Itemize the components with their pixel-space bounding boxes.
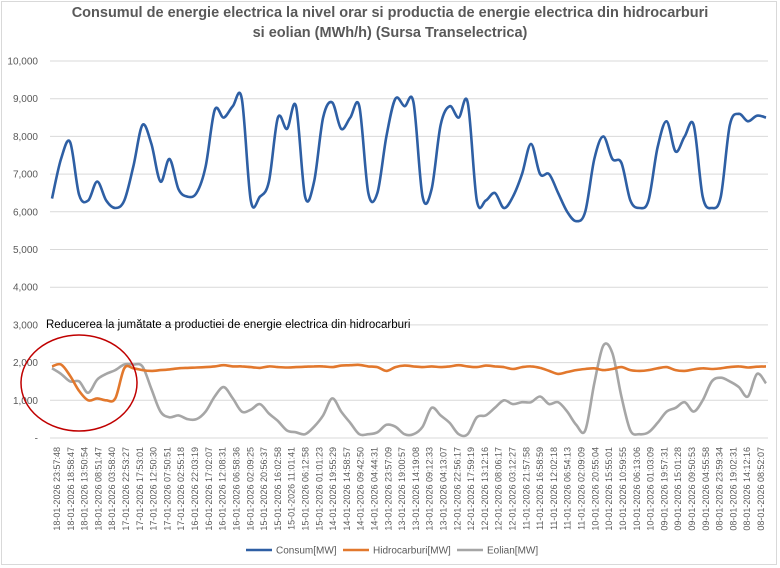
x-tick-label: 09-01-2026 19:57:31 [659, 447, 669, 531]
x-tick-label: 10-01-2026 01:03:09 [646, 447, 656, 531]
x-tick-label: 14-01-2026 04:44:31 [369, 447, 379, 531]
y-tick-label: 10,000 [7, 57, 38, 68]
y-tick-label: 8,000 [13, 132, 38, 143]
x-tick-label: 17-01-2026 12:50:30 [149, 447, 159, 531]
x-tick-label: 11-01-2026 16:58:59 [535, 447, 545, 530]
series-line-0 [50, 91, 767, 223]
x-tick-label: 18-01-2026 03:58:40 [107, 447, 117, 531]
x-tick-label: 15-01-2026 01:01:23 [314, 447, 324, 531]
x-tick-label: 16-01-2026 17:02:07 [204, 447, 214, 531]
x-tick-label: 14-01-2026 19:55:29 [328, 447, 338, 531]
chart-title-line-2: si eolian (MWh/h) (Sursa Transelectrica) [253, 25, 528, 41]
x-tick-label: 12-01-2026 17:59:19 [466, 447, 476, 531]
x-tick-label: 16-01-2026 12:08:31 [218, 447, 228, 531]
x-tick-label: 16-01-2026 06:58:36 [231, 447, 241, 531]
x-tick-label: 18-01-2026 13:50:54 [80, 447, 90, 531]
y-tick-label: 5,000 [13, 245, 38, 256]
x-tick-label: 15-01-2026 11:01:41 [287, 447, 297, 530]
x-tick-label: 10-01-2026 06:13:06 [632, 447, 642, 531]
x-tick-label: 17-01-2026 07:50:51 [162, 447, 172, 531]
x-tick-label: 08-01-2026 08:52:07 [756, 447, 766, 531]
x-tick-label: 16-01-2026 02:09:25 [245, 447, 255, 531]
legend-label-0: Consum[MW] [276, 546, 337, 557]
x-tick-label: 12-01-2026 13:12:16 [480, 447, 490, 531]
x-tick-label: 09-01-2026 15:01:28 [673, 447, 683, 531]
x-tick-label: 13-01-2026 23:57:09 [383, 447, 393, 531]
x-tick-label: 12-01-2026 08:06:17 [494, 447, 504, 531]
y-tick-label: - [35, 434, 38, 445]
series-line-1 [51, 362, 767, 403]
x-tick-label: 15-01-2026 06:12:58 [300, 447, 310, 531]
x-tick-label: 08-01-2026 19:02:31 [728, 447, 738, 531]
y-tick-label: 6,000 [13, 207, 38, 218]
x-tick-label: 10-01-2026 20:55:04 [590, 447, 600, 531]
series-line-2 [51, 342, 768, 438]
x-tick-label: 16-01-2026 22:03:19 [190, 447, 200, 531]
x-tick-label: 13-01-2026 14:19:08 [411, 447, 421, 531]
x-tick-label: 10-01-2026 15:55:01 [604, 447, 614, 531]
x-tick-label: 14-01-2026 14:58:57 [342, 447, 352, 531]
y-tick-label: 3,000 [13, 320, 38, 331]
x-tick-label: 09-01-2026 04:55:58 [701, 447, 711, 531]
x-tick-label: 14-01-2026 09:42:50 [356, 447, 366, 531]
x-axis-ticks: 18-01-2026 23:57:48 18-01-2026 18:58:47 18… [52, 447, 766, 531]
x-tick-label: 13-01-2026 09:12:33 [425, 447, 435, 531]
x-tick-label: 13-01-2026 19:00:57 [397, 447, 407, 531]
highlight-ellipse [20, 334, 138, 432]
x-tick-label: 12-01-2026 22:56:17 [452, 447, 462, 531]
legend-label-1: Hidrocarburi[MW] [373, 546, 451, 557]
x-tick-label: 15-01-2026 16:02:58 [273, 447, 283, 531]
x-tick-label: 18-01-2026 23:57:48 [52, 447, 62, 531]
x-tick-label: 11-01-2026 21:57:58 [521, 447, 531, 530]
x-tick-label: 17-01-2026 22:53:27 [121, 447, 131, 531]
x-tick-label: 17-01-2026 17:53:01 [135, 447, 145, 531]
y-tick-label: 9,000 [13, 94, 38, 105]
chart-title-line-1: Consumul de energie electrica la nivel o… [72, 5, 709, 21]
x-tick-label: 13-01-2026 04:13:07 [439, 447, 449, 531]
series-lines [50, 91, 768, 438]
y-tick-label: 7,000 [13, 170, 38, 181]
x-tick-label: 11-01-2026 02:09:09 [577, 447, 587, 530]
x-tick-label: 11-01-2026 06:54:13 [563, 447, 573, 530]
x-tick-label: 18-01-2026 08:51:47 [93, 447, 103, 531]
x-tick-label: 12-01-2026 03:12:27 [508, 447, 518, 531]
x-tick-label: 09-01-2026 09:50:53 [687, 447, 697, 531]
gridlines [50, 60, 768, 439]
x-tick-label: 15-01-2026 20:56:37 [259, 447, 269, 531]
legend-label-2: Eolian[MW] [487, 546, 538, 557]
x-tick-label: 18-01-2026 18:58:47 [66, 447, 76, 531]
x-tick-label: 08-01-2026 14:12:16 [742, 447, 752, 531]
y-axis-ticks: -1,0002,0003,0004,0005,0006,0007,0008,00… [7, 57, 38, 445]
x-tick-label: 11-01-2026 12:02:18 [549, 447, 559, 530]
annotation-text: Reducerea la jumătate a productiei de en… [46, 319, 410, 331]
x-tick-label: 10-01-2026 10:59:55 [618, 447, 628, 531]
x-tick-label: 08-01-2026 23:59:34 [715, 447, 725, 531]
legend: Consum[MW] Hidrocarburi[MW] Eolian[MW] [246, 546, 538, 557]
x-tick-label: 17-01-2026 02:55:18 [176, 447, 186, 531]
y-tick-label: 4,000 [13, 283, 38, 294]
